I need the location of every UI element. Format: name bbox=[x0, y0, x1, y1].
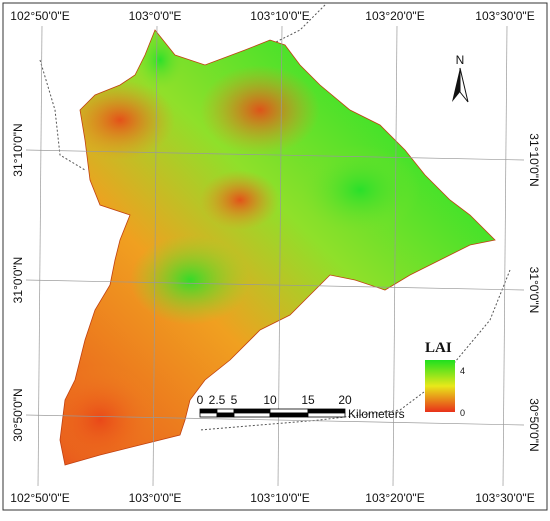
north-label: N bbox=[456, 53, 465, 67]
scale-tick-label: 15 bbox=[301, 393, 315, 407]
bottom-label: 103°10'0"E bbox=[250, 491, 309, 505]
scale-segment bbox=[269, 408, 309, 414]
meridian bbox=[152, 25, 158, 487]
parallel bbox=[25, 149, 525, 161]
legend-title: LAI bbox=[425, 340, 452, 356]
meridian bbox=[37, 25, 43, 487]
right-label: 31°10'0"N bbox=[527, 133, 541, 186]
boundary bbox=[39, 59, 86, 171]
right-label: 31°0'0"N bbox=[527, 267, 541, 314]
labels: 102°50'0"E 103°0'0"E 103°10'0"E 103°20'0"E 1… bbox=[10, 9, 541, 505]
left-label: 30°50'0"N bbox=[11, 388, 25, 441]
left-label: 31°0'0"N bbox=[11, 257, 25, 304]
scale-tick-label: 20 bbox=[338, 393, 352, 407]
north-arrow: N bbox=[452, 53, 469, 103]
scale-tick-label: 5 bbox=[231, 393, 238, 407]
right-label: 30°50'0"N bbox=[527, 398, 541, 451]
scale-segment bbox=[233, 408, 271, 414]
boundary bbox=[199, 269, 511, 431]
scale-segment bbox=[216, 412, 235, 418]
bottom-label: 102°50'0"E bbox=[10, 491, 69, 505]
top-label: 103°0'0"E bbox=[129, 9, 182, 23]
scale-unit: Kilometers bbox=[348, 407, 405, 421]
scale-tick-label: 10 bbox=[263, 393, 277, 407]
scale-tick-label: 0 bbox=[197, 393, 204, 407]
legend: LAI 4 0 bbox=[425, 340, 465, 418]
scale-segment bbox=[199, 412, 218, 418]
scale-segment bbox=[307, 412, 346, 418]
parallel bbox=[25, 279, 525, 291]
top-label: 103°20'0"E bbox=[365, 9, 424, 23]
left-label: 31°10'0"N bbox=[11, 123, 25, 176]
bottom-label: 103°0'0"E bbox=[129, 491, 182, 505]
top-label: 103°10'0"E bbox=[250, 9, 309, 23]
scale-segment bbox=[233, 412, 271, 418]
meridian bbox=[502, 25, 508, 487]
map-frame bbox=[2, 2, 548, 511]
scale-segment bbox=[199, 408, 218, 414]
scale-tick-label: 2.5 bbox=[209, 393, 226, 407]
legend-ramp bbox=[425, 360, 455, 412]
bottom-label: 103°30'0"E bbox=[475, 491, 534, 505]
scale-bar: Kilometers 0 2.5 5 10 15 20 bbox=[197, 393, 405, 421]
top-label: 102°50'0"E bbox=[10, 9, 69, 23]
legend-min: 0 bbox=[460, 408, 465, 418]
scale-segment bbox=[269, 412, 309, 418]
parallel bbox=[25, 414, 525, 426]
legend-max: 4 bbox=[460, 366, 465, 376]
graticule bbox=[25, 25, 525, 487]
meridian bbox=[392, 25, 398, 487]
boundary bbox=[269, 4, 326, 46]
scale-segment bbox=[307, 408, 346, 414]
bottom-label: 103°20'0"E bbox=[365, 491, 424, 505]
scale-segment bbox=[216, 408, 235, 414]
top-label: 103°30'0"E bbox=[475, 9, 534, 23]
